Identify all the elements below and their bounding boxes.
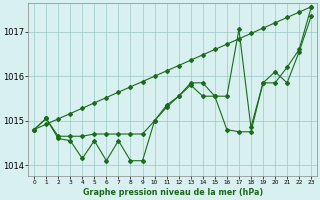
X-axis label: Graphe pression niveau de la mer (hPa): Graphe pression niveau de la mer (hPa) bbox=[83, 188, 263, 197]
